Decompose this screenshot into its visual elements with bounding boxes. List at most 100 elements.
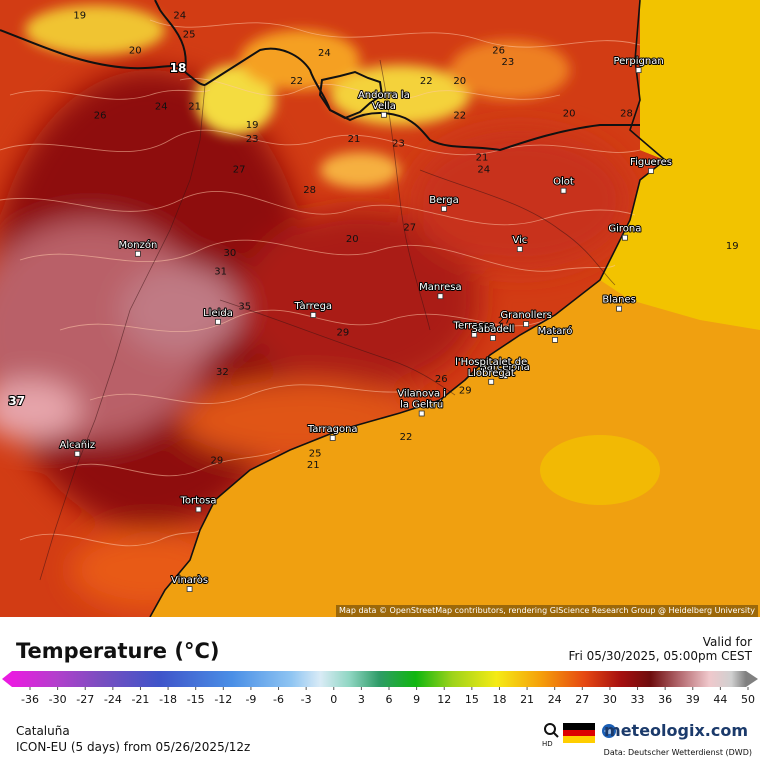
isotherm-value-label: 23 <box>392 139 405 150</box>
data-source: Data: Deutscher Wetterdienst (DWD) <box>603 748 752 757</box>
national-borders <box>0 0 640 152</box>
city-marker[interactable] <box>310 312 317 318</box>
city-marker[interactable] <box>437 293 444 300</box>
pyrenees-foothill <box>320 152 400 188</box>
hottest-zone-3 <box>0 380 80 440</box>
city-marker[interactable] <box>488 378 495 385</box>
colorbar-gradient <box>12 671 746 687</box>
colorbar-tick-label: -27 <box>76 693 94 706</box>
isotherm-value-label: 19 <box>73 11 86 22</box>
city-marker[interactable] <box>635 67 642 73</box>
city-marker[interactable] <box>622 234 628 241</box>
city-label: Sabadell <box>471 324 514 335</box>
highlight-temperature-label: 37 <box>8 394 25 408</box>
city-marker[interactable] <box>501 373 508 379</box>
temperature-map[interactable]: 19 24 25 20 18 24 26 23 22 22 20 24 21 22 20 28 26 19 23 21… <box>0 0 760 617</box>
isotherm-value-label: 35 <box>238 302 251 313</box>
city-marker[interactable] <box>560 187 567 194</box>
city-label: Granollers <box>500 310 551 321</box>
isotherm-value-label: 27 <box>403 223 416 234</box>
legend-panel: Temperature (°C) Valid for Fri 05/30/202… <box>0 617 760 760</box>
city-marker[interactable] <box>616 305 622 312</box>
city-marker[interactable] <box>195 506 202 513</box>
city-label: Vinaròs <box>171 574 208 586</box>
colorbar-tick-label: 24 <box>548 693 562 706</box>
isotherm-value-label: 20 <box>346 234 359 245</box>
city-label: Blanes <box>602 295 635 306</box>
hottest-zone-2 <box>120 265 240 355</box>
colorbar: -36 -30 -27 -24 -21 -18 -15 -12 -9 -6 -3 0 3 6 9 12 15 18… <box>2 671 758 706</box>
colorbar-tick-label: 12 <box>437 693 451 706</box>
city-marker[interactable] <box>489 335 496 342</box>
city-marker[interactable] <box>523 321 529 328</box>
city-label: Barcelona <box>480 362 530 373</box>
hd-search-icon[interactable]: HD <box>540 721 562 747</box>
isotherm-value-label: 29 <box>459 386 472 397</box>
isotherm-value-label: 20 <box>453 76 466 87</box>
isotherm-value-label: 26 <box>435 374 448 385</box>
isotherm-value-label: 26 <box>492 46 505 57</box>
city-marker[interactable] <box>418 410 425 417</box>
city-marker[interactable] <box>648 167 654 174</box>
city-label: Mataró <box>538 325 573 337</box>
isotherm-value-label: 21 <box>348 134 361 145</box>
isotherm-value-label: 24 <box>318 48 331 59</box>
city-marker[interactable] <box>516 246 523 253</box>
germany-flag-icon <box>563 723 595 743</box>
colorbar-tick-label: -6 <box>273 693 284 706</box>
city-label: l'Hospitalet de Llobregat <box>455 357 527 379</box>
colorbar-tick-label: 27 <box>575 693 589 706</box>
sea-east-mask <box>600 0 760 330</box>
colorbar-tick-label: -12 <box>214 693 232 706</box>
city-label: Olot <box>553 177 574 188</box>
city-label: Tortosa <box>179 495 216 506</box>
colorbar-tick-label: 44 <box>713 693 727 706</box>
mountain-cool-5 <box>450 40 570 100</box>
city-label: Figueres <box>630 157 672 168</box>
city-marker[interactable] <box>186 586 193 592</box>
city-marker[interactable] <box>471 331 478 338</box>
city-marker[interactable] <box>380 111 387 118</box>
city-label: Lleida <box>203 308 233 319</box>
colorbar-tick-label: 33 <box>631 693 645 706</box>
colorbar-tick-label: -36 <box>21 693 39 706</box>
meteologix-logo-icon <box>602 724 616 738</box>
valid-time: Fri 05/30/2025, 05:00pm CEST <box>568 649 752 663</box>
city-marker[interactable] <box>441 205 447 212</box>
colorbar-tick-label: 50 <box>741 693 755 706</box>
colorbar-tick-label: 36 <box>658 693 672 706</box>
sea-warm-patch <box>540 435 660 505</box>
isotherm-value-label: 27 <box>498 316 511 327</box>
isotherm-value-label: 29 <box>211 455 224 466</box>
isotherm-value-label: 29 <box>337 327 350 338</box>
highlight-temperature-label: 18 <box>170 61 187 75</box>
city-label: Tarragona <box>307 424 358 435</box>
isotherm-value-label: 18 <box>172 64 185 75</box>
hot-zone-central <box>240 210 480 390</box>
valid-label: Valid for <box>702 635 752 649</box>
isotherm-value-label: 20 <box>563 108 576 119</box>
map-attribution[interactable]: Map data © OpenStreetMap contributors, r… <box>336 605 758 617</box>
colorbar-tick-label: 0 <box>330 693 337 706</box>
colorbar-tick-label: -3 <box>301 693 312 706</box>
isotherm-value-label: 31 <box>214 267 227 278</box>
city-label: Vic <box>512 235 527 246</box>
city-marker[interactable] <box>329 435 336 441</box>
city-marker[interactable] <box>215 318 221 325</box>
colorbar-tick-label: -9 <box>245 693 256 706</box>
brand-name[interactable]: meteologix.com <box>604 721 748 740</box>
colorbar-tick-label: -30 <box>49 693 67 706</box>
colorbar-tick-label: 15 <box>465 693 479 706</box>
colorbar-tick-label: 9 <box>413 693 420 706</box>
city-marker[interactable] <box>552 336 558 343</box>
city-marker[interactable] <box>74 450 81 457</box>
colorbar-tick-label: -18 <box>159 693 177 706</box>
colorbar-tick-label: 3 <box>358 693 365 706</box>
city-marker[interactable] <box>134 250 141 257</box>
isotherm-value-label: 25 <box>183 29 196 40</box>
isotherm-value-label: 19 <box>726 241 739 252</box>
mountain-cool-2 <box>330 65 470 125</box>
colorbar-tick-label: 18 <box>492 693 506 706</box>
